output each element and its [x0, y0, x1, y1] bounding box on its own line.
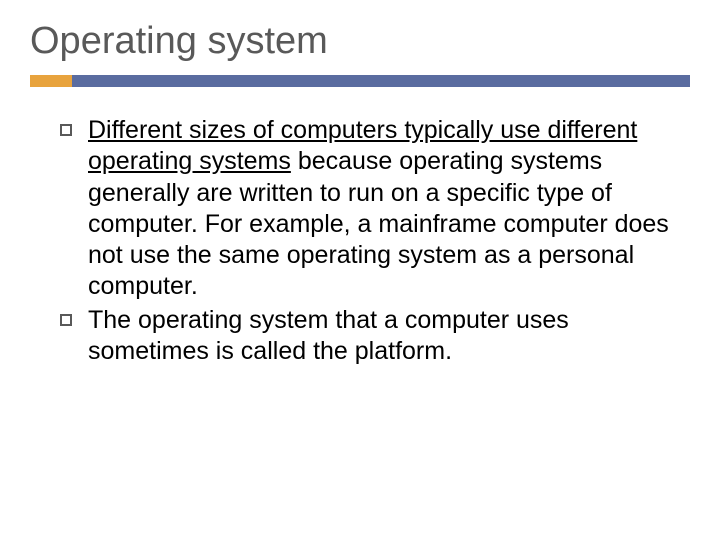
page-title: Operating system — [30, 20, 690, 63]
bullet-square-icon — [60, 314, 72, 326]
underline-accent-blue — [72, 75, 690, 87]
bullet-square-icon — [60, 124, 72, 136]
content-area: Different sizes of computers typically u… — [30, 115, 690, 367]
list-item: Different sizes of computers typically u… — [60, 115, 690, 303]
bullet-text: The operating system that a computer use… — [88, 305, 690, 368]
underline-accent-orange — [30, 75, 72, 87]
title-underline — [30, 75, 690, 87]
bullet-rest-part: The operating system that a computer use… — [88, 306, 569, 365]
slide: Operating system Different sizes of comp… — [0, 0, 720, 540]
bullet-text: Different sizes of computers typically u… — [88, 115, 690, 303]
list-item: The operating system that a computer use… — [60, 305, 690, 368]
